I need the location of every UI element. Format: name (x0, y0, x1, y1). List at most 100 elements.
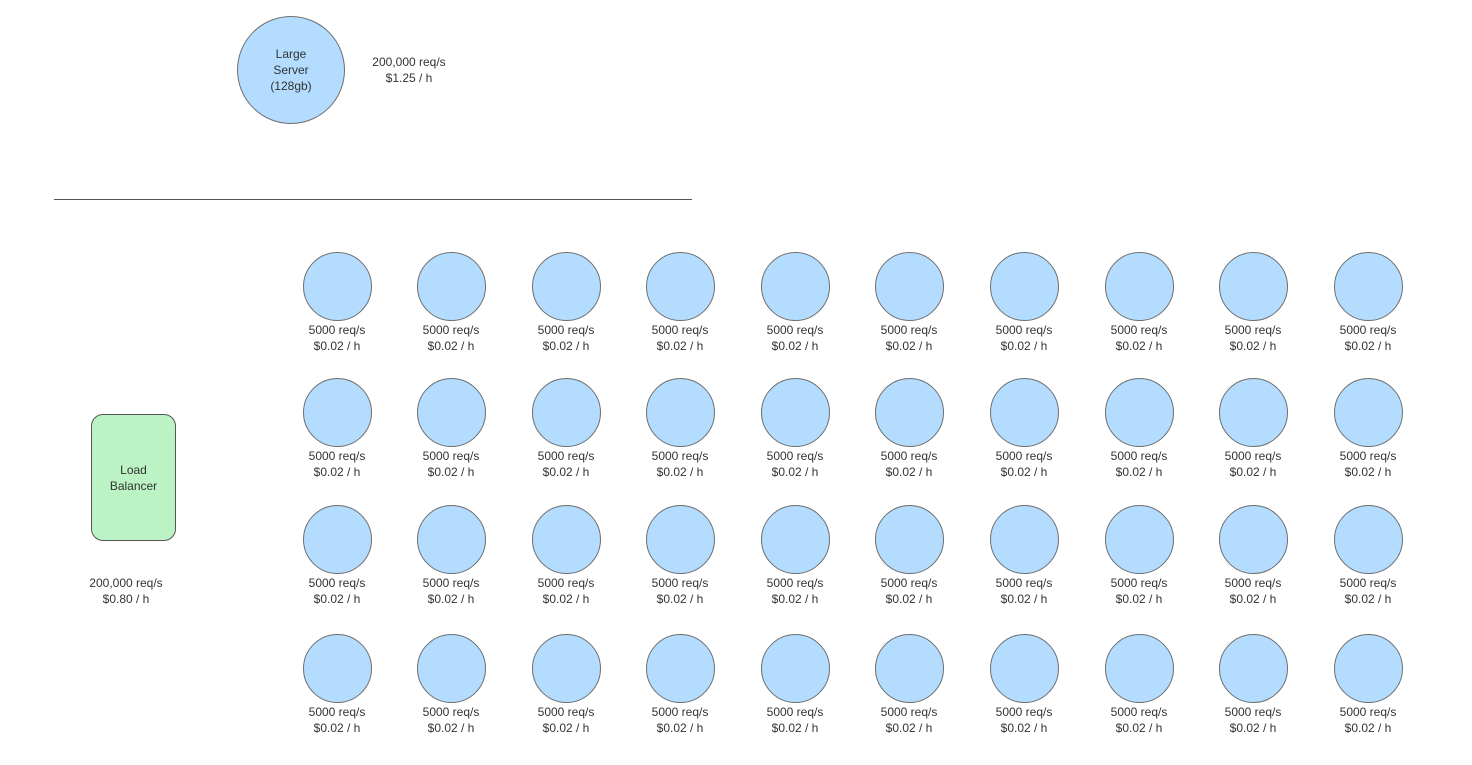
small-server-specs: 5000 req/s $0.02 / h (745, 704, 845, 736)
small-server-specs: 5000 req/s $0.02 / h (1318, 575, 1418, 607)
small-server-throughput: 5000 req/s (1110, 323, 1168, 337)
small-server-node[interactable] (761, 505, 830, 574)
small-server-throughput: 5000 req/s (995, 705, 1053, 719)
small-server-node[interactable] (417, 252, 486, 321)
small-server-node[interactable] (646, 378, 715, 447)
small-server-cost: $0.02 / h (771, 339, 819, 353)
small-server-specs: 5000 req/s $0.02 / h (1203, 575, 1303, 607)
small-server-throughput: 5000 req/s (1339, 705, 1397, 719)
small-server-specs: 5000 req/s $0.02 / h (745, 448, 845, 480)
small-server-specs: 5000 req/s $0.02 / h (630, 448, 730, 480)
small-server-throughput: 5000 req/s (537, 323, 595, 337)
small-server-node[interactable] (1334, 252, 1403, 321)
small-server-node[interactable] (1334, 505, 1403, 574)
small-server-specs: 5000 req/s $0.02 / h (1089, 448, 1189, 480)
small-server-node[interactable] (303, 505, 372, 574)
small-server-node[interactable] (761, 378, 830, 447)
small-server-cost: $0.02 / h (656, 465, 704, 479)
small-server-node[interactable] (303, 378, 372, 447)
small-server-throughput: 5000 req/s (995, 449, 1053, 463)
small-server-specs: 5000 req/s $0.02 / h (401, 704, 501, 736)
small-server-node[interactable] (303, 634, 372, 703)
small-server-specs: 5000 req/s $0.02 / h (859, 322, 959, 354)
load-balancer-node[interactable]: Load Balancer (91, 414, 176, 541)
small-server-node[interactable] (1219, 378, 1288, 447)
small-server-cost: $0.02 / h (656, 721, 704, 735)
small-server-cost: $0.02 / h (885, 339, 933, 353)
small-server-throughput: 5000 req/s (308, 705, 366, 719)
small-server-cost: $0.02 / h (1229, 721, 1277, 735)
small-server-node[interactable] (1219, 252, 1288, 321)
small-server-specs: 5000 req/s $0.02 / h (745, 575, 845, 607)
small-server-node[interactable] (646, 634, 715, 703)
small-server-throughput: 5000 req/s (1224, 576, 1282, 590)
small-server-node[interactable] (1219, 634, 1288, 703)
small-server-node[interactable] (532, 378, 601, 447)
large-server-node[interactable]: Large Server (128gb) (237, 16, 345, 124)
small-server-cost: $0.02 / h (1000, 592, 1048, 606)
small-server-throughput: 5000 req/s (1339, 323, 1397, 337)
small-server-cost: $0.02 / h (1115, 721, 1163, 735)
small-server-throughput: 5000 req/s (766, 705, 824, 719)
small-server-node[interactable] (532, 634, 601, 703)
small-server-throughput: 5000 req/s (422, 449, 480, 463)
small-server-node[interactable] (990, 378, 1059, 447)
small-server-specs: 5000 req/s $0.02 / h (859, 704, 959, 736)
small-server-cost: $0.02 / h (771, 592, 819, 606)
small-server-throughput: 5000 req/s (308, 576, 366, 590)
large-server-throughput: 200,000 req/s (372, 55, 446, 69)
small-server-throughput: 5000 req/s (995, 323, 1053, 337)
small-server-specs: 5000 req/s $0.02 / h (630, 575, 730, 607)
small-server-node[interactable] (303, 252, 372, 321)
small-server-specs: 5000 req/s $0.02 / h (1318, 704, 1418, 736)
small-server-specs: 5000 req/s $0.02 / h (859, 448, 959, 480)
small-server-node[interactable] (990, 252, 1059, 321)
small-server-node[interactable] (1219, 505, 1288, 574)
small-server-cost: $0.02 / h (1000, 721, 1048, 735)
small-server-node[interactable] (1334, 634, 1403, 703)
large-server-specs: 200,000 req/s $1.25 / h (359, 54, 459, 86)
small-server-node[interactable] (417, 378, 486, 447)
small-server-throughput: 5000 req/s (766, 576, 824, 590)
small-server-node[interactable] (1105, 378, 1174, 447)
small-server-cost: $0.02 / h (1344, 339, 1392, 353)
small-server-node[interactable] (990, 634, 1059, 703)
small-server-node[interactable] (875, 505, 944, 574)
small-server-node[interactable] (875, 634, 944, 703)
small-server-specs: 5000 req/s $0.02 / h (516, 704, 616, 736)
small-server-cost: $0.02 / h (542, 465, 590, 479)
small-server-node[interactable] (417, 634, 486, 703)
small-server-node[interactable] (990, 505, 1059, 574)
load-balancer-specs: 200,000 req/s $0.80 / h (76, 575, 176, 607)
small-server-node[interactable] (1334, 378, 1403, 447)
small-server-node[interactable] (1105, 505, 1174, 574)
small-server-node[interactable] (532, 505, 601, 574)
small-server-node[interactable] (761, 634, 830, 703)
small-server-node[interactable] (875, 378, 944, 447)
small-server-specs: 5000 req/s $0.02 / h (516, 322, 616, 354)
small-server-throughput: 5000 req/s (995, 576, 1053, 590)
small-server-cost: $0.02 / h (885, 721, 933, 735)
load-balancer-cost: $0.80 / h (102, 592, 150, 606)
small-server-specs: 5000 req/s $0.02 / h (401, 448, 501, 480)
small-server-throughput: 5000 req/s (308, 323, 366, 337)
small-server-throughput: 5000 req/s (1339, 449, 1397, 463)
small-server-node[interactable] (646, 252, 715, 321)
small-server-throughput: 5000 req/s (651, 576, 709, 590)
small-server-node[interactable] (1105, 252, 1174, 321)
small-server-node[interactable] (1105, 634, 1174, 703)
small-server-throughput: 5000 req/s (1110, 705, 1168, 719)
small-server-node[interactable] (761, 252, 830, 321)
small-server-node[interactable] (417, 505, 486, 574)
small-server-node[interactable] (646, 505, 715, 574)
small-server-node[interactable] (875, 252, 944, 321)
small-server-cost: $0.02 / h (313, 465, 361, 479)
small-server-specs: 5000 req/s $0.02 / h (1318, 322, 1418, 354)
small-server-specs: 5000 req/s $0.02 / h (630, 704, 730, 736)
small-server-node[interactable] (532, 252, 601, 321)
small-server-throughput: 5000 req/s (1224, 449, 1282, 463)
small-server-throughput: 5000 req/s (651, 449, 709, 463)
small-server-specs: 5000 req/s $0.02 / h (1318, 448, 1418, 480)
small-server-throughput: 5000 req/s (766, 323, 824, 337)
small-server-specs: 5000 req/s $0.02 / h (1089, 575, 1189, 607)
